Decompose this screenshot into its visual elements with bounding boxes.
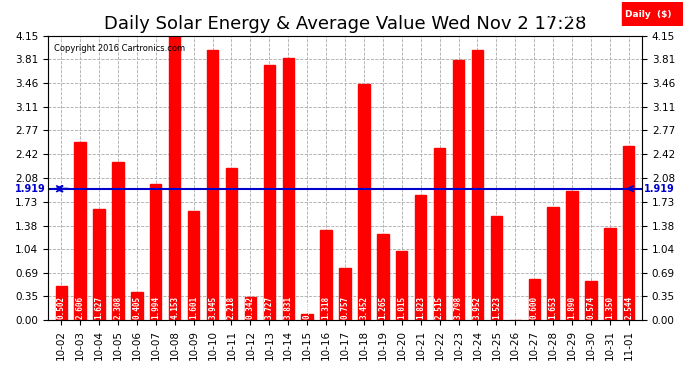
Text: 0.405: 0.405 [132, 296, 141, 319]
Text: 1.890: 1.890 [568, 296, 577, 319]
Bar [188, 210, 199, 320]
Bar [55, 286, 67, 320]
Text: 1.350: 1.350 [605, 296, 614, 319]
Text: 0.000: 0.000 [511, 296, 520, 319]
Text: 3.727: 3.727 [265, 296, 274, 319]
Text: 3.798: 3.798 [454, 296, 463, 319]
Text: 1.318: 1.318 [322, 296, 331, 319]
Bar [415, 195, 426, 320]
Bar [150, 184, 161, 320]
Text: 0.085: 0.085 [303, 296, 312, 319]
Text: 1.601: 1.601 [189, 296, 198, 319]
Text: 0.502: 0.502 [57, 296, 66, 319]
Text: 0.574: 0.574 [586, 296, 595, 319]
Bar [131, 292, 143, 320]
Bar [604, 228, 615, 320]
Bar [302, 314, 313, 320]
Bar [585, 281, 597, 320]
Bar [226, 168, 237, 320]
Text: 2.308: 2.308 [113, 296, 122, 319]
Text: 1.015: 1.015 [397, 296, 406, 319]
Bar [245, 297, 256, 320]
Text: 1.523: 1.523 [492, 296, 501, 319]
Bar [472, 50, 483, 320]
Text: 1.994: 1.994 [151, 296, 160, 319]
Bar [112, 162, 124, 320]
Bar [434, 148, 445, 320]
Bar [623, 146, 635, 320]
Text: 1.653: 1.653 [549, 296, 558, 319]
Bar [75, 142, 86, 320]
Bar [339, 268, 351, 320]
Text: 2.515: 2.515 [435, 296, 444, 319]
Bar [491, 216, 502, 320]
Bar [622, 2, 683, 26]
Bar [169, 36, 180, 320]
Bar [529, 279, 540, 320]
Text: Daily  ($): Daily ($) [625, 10, 671, 18]
Text: 2.544: 2.544 [624, 296, 633, 319]
Bar [547, 207, 559, 320]
Text: Copyright 2016 Cartronics.com: Copyright 2016 Cartronics.com [54, 45, 185, 54]
Text: 3.831: 3.831 [284, 296, 293, 319]
Text: 2.218: 2.218 [227, 296, 236, 319]
Text: 3.945: 3.945 [208, 296, 217, 319]
Bar [453, 60, 464, 320]
Text: 1.627: 1.627 [95, 296, 103, 319]
Text: 3.452: 3.452 [359, 296, 368, 319]
Bar [358, 84, 370, 320]
Text: 0.757: 0.757 [340, 296, 350, 319]
Bar [320, 230, 332, 320]
Title: Daily Solar Energy & Average Value Wed Nov 2 17:28: Daily Solar Energy & Average Value Wed N… [104, 15, 586, 33]
Text: 3.952: 3.952 [473, 296, 482, 319]
Bar [207, 50, 218, 320]
Bar [566, 191, 578, 320]
Text: 1.919: 1.919 [15, 184, 46, 194]
Text: 1.265: 1.265 [378, 296, 387, 319]
Text: Average ($): Average ($) [541, 10, 600, 18]
Text: 4.153: 4.153 [170, 296, 179, 319]
Bar [396, 251, 407, 320]
Text: 0.342: 0.342 [246, 296, 255, 319]
Bar [377, 234, 388, 320]
Text: 2.606: 2.606 [76, 296, 85, 319]
Bar [264, 65, 275, 320]
Text: 0.600: 0.600 [530, 296, 539, 319]
Bar [93, 209, 105, 320]
Bar [283, 58, 294, 320]
Text: 1.823: 1.823 [416, 296, 425, 319]
Text: 1.919: 1.919 [644, 184, 675, 194]
